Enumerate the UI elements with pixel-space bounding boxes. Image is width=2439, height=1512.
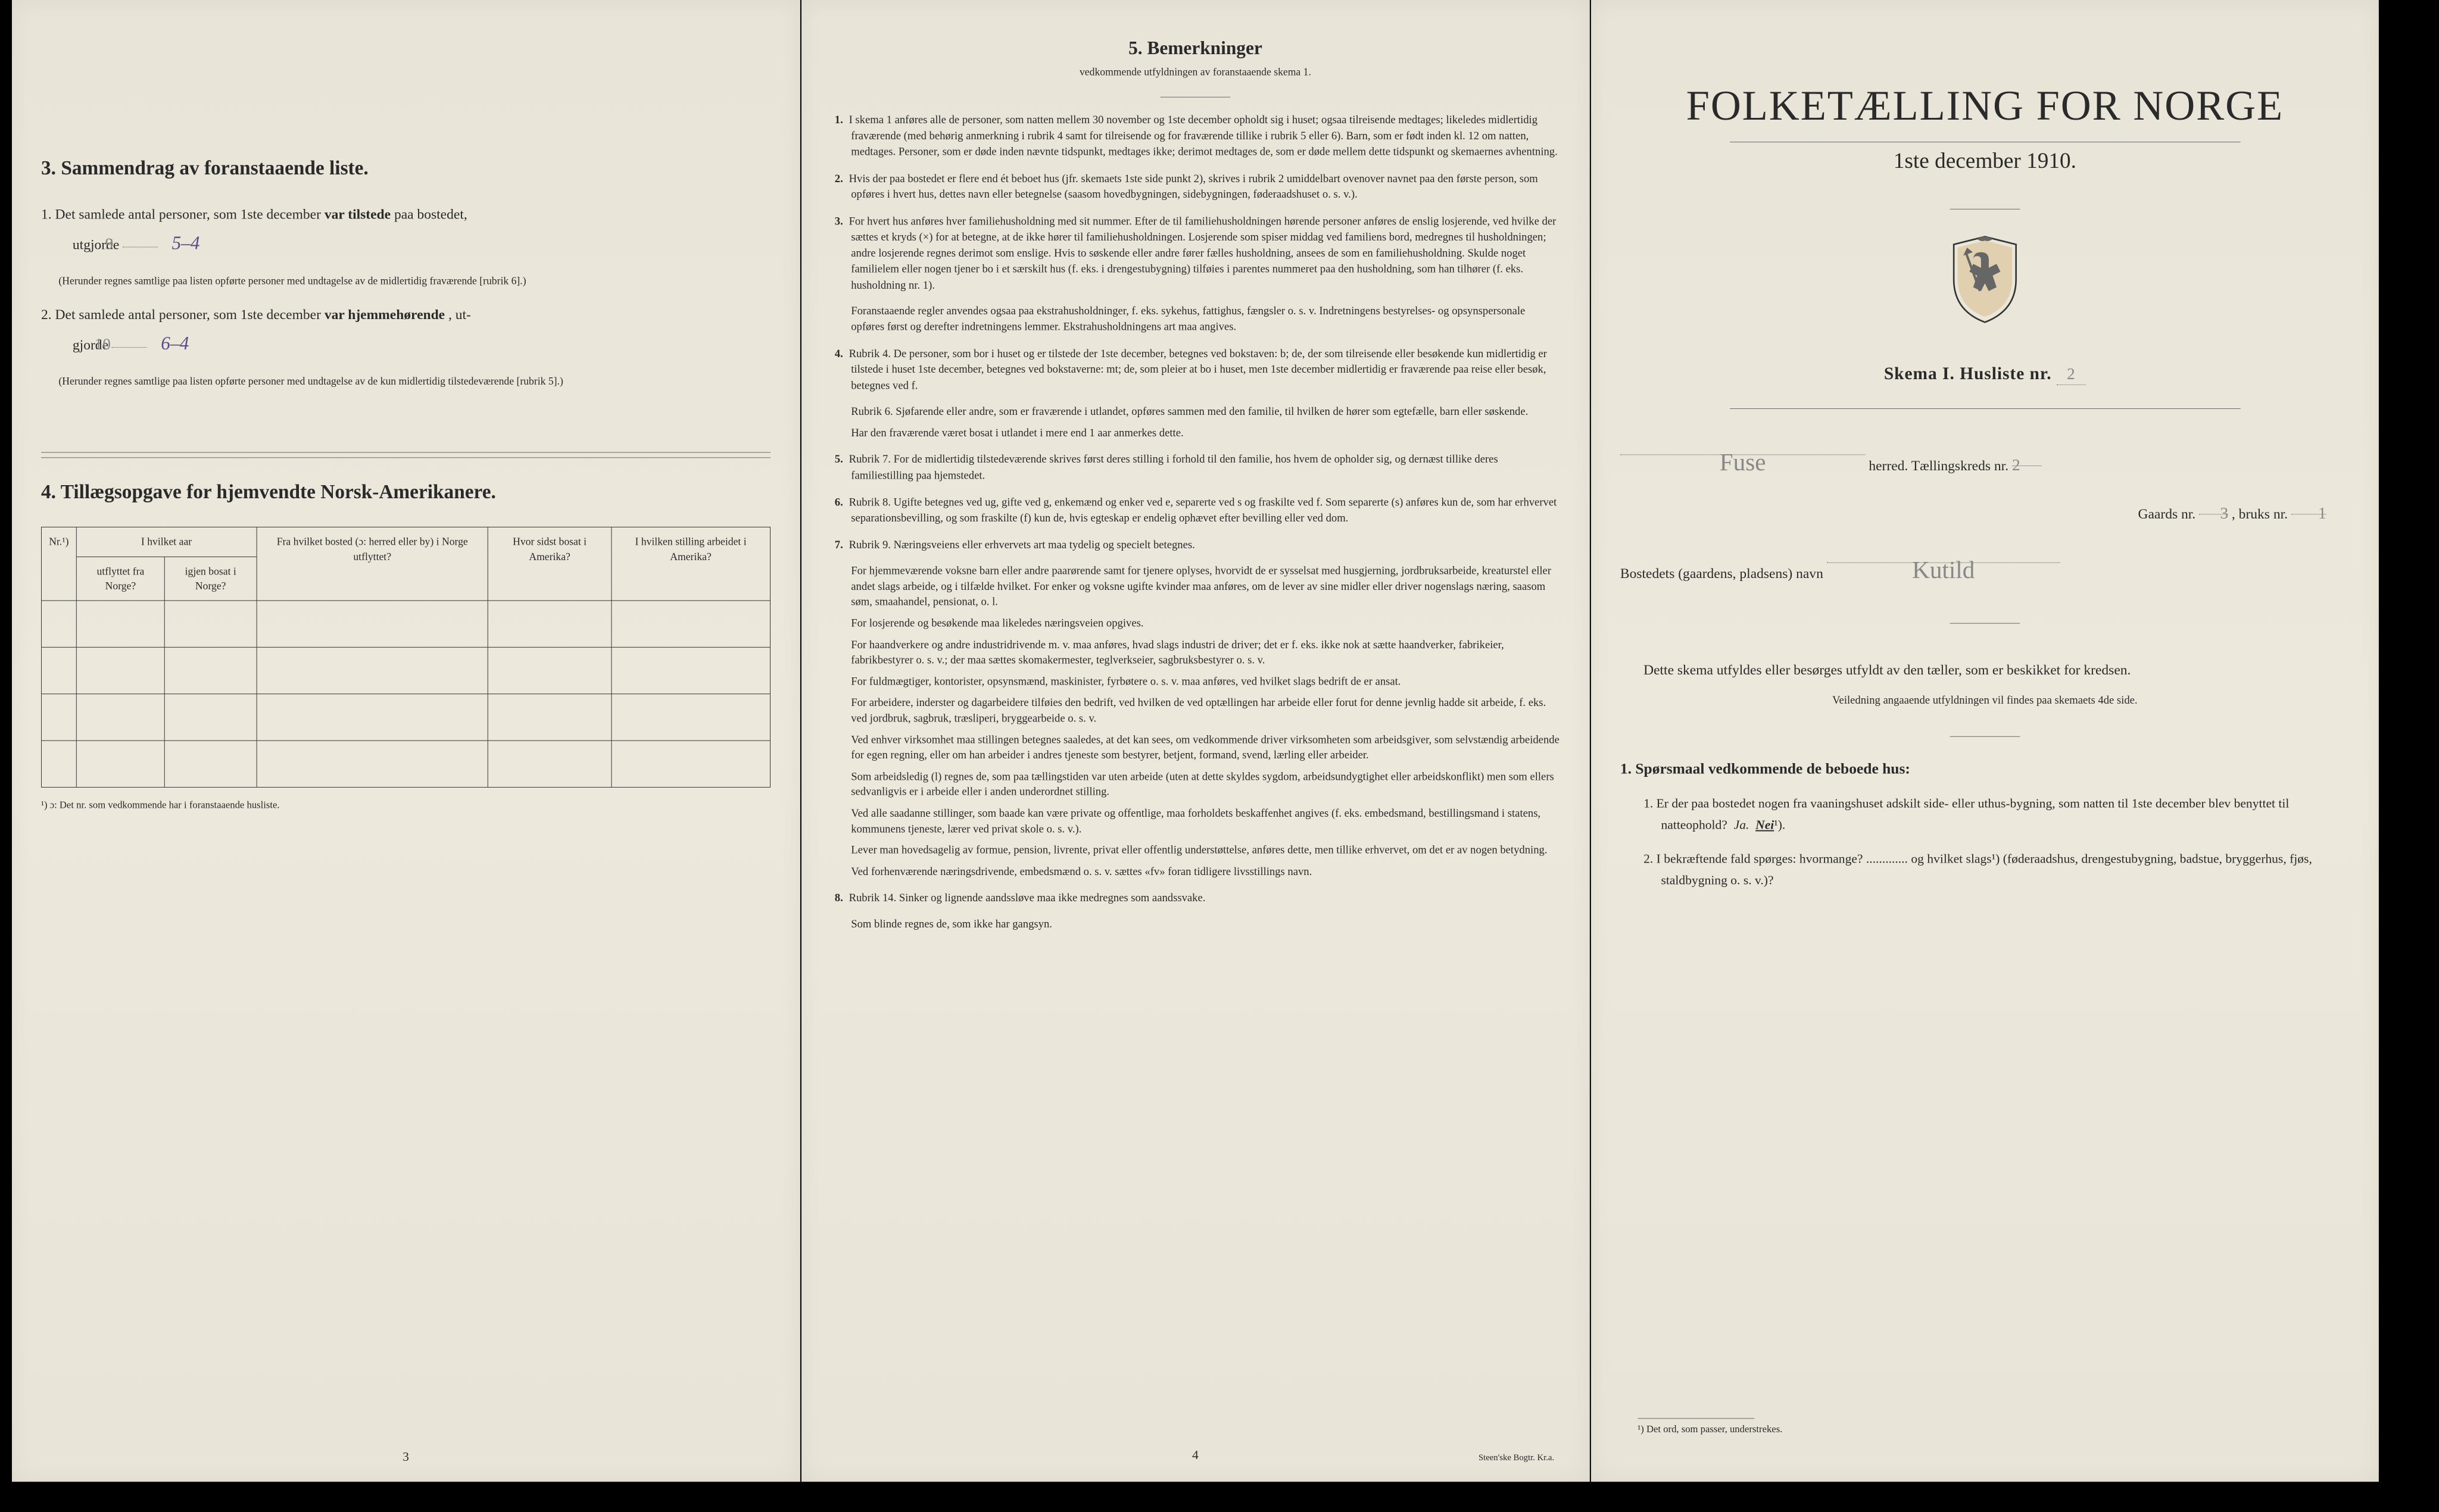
rules-list: 1.I skema 1 anføres alle de personer, so… bbox=[831, 112, 1560, 932]
section-5-subtitle: vedkommende utfyldningen av foranstaaend… bbox=[831, 65, 1560, 80]
table-row bbox=[41, 601, 770, 647]
rule-sub: Som arbeidsledig (l) regnes de, som paa … bbox=[831, 769, 1560, 800]
page-3: 3. Sammendrag av foranstaaende liste. 1.… bbox=[12, 0, 800, 1482]
rule-sub: Foranstaaende regler anvendes ogsaa paa … bbox=[831, 304, 1560, 335]
rule-sub: Ved forhenværende næringsdrivende, embed… bbox=[831, 864, 1560, 880]
intro-text: Dette skema utfyldes eller besørges utfy… bbox=[1620, 658, 2350, 682]
bosted-label: Bostedets (gaardens, pladsens) navn bbox=[1620, 567, 1823, 582]
item1-suffix: paa bostedet, bbox=[394, 207, 467, 222]
bosted-value: Kutild bbox=[1912, 557, 1975, 584]
herred-value: Fuse bbox=[1720, 449, 1766, 476]
coat-of-arms-icon bbox=[1620, 233, 2350, 329]
table-row bbox=[41, 694, 770, 741]
question-2: 2. I bekræftende fald spørges: hvormange… bbox=[1643, 848, 2350, 891]
rule-item: 7.Rubrik 9. Næringsveiens eller erhverve… bbox=[831, 537, 1560, 553]
husliste-nr: 2 bbox=[2067, 365, 2076, 383]
section-5-title: 5. Bemerkninger bbox=[831, 35, 1560, 61]
rule-sub: Som blinde regnes de, som ikke har gangs… bbox=[831, 917, 1560, 932]
skema-label: Skema I. Husliste nr. bbox=[1884, 364, 2052, 383]
rule-sub: Ved enhver virksomhet maa stillingen bet… bbox=[831, 732, 1560, 763]
rule-item: 3.For hvert hus anføres hver familiehush… bbox=[831, 213, 1560, 293]
rule-item: 5.Rubrik 7. For de midlertidig tilstedev… bbox=[831, 452, 1560, 484]
item2-pencil-value: 10 bbox=[94, 335, 110, 353]
item2-purple-value: 6–4 bbox=[161, 333, 189, 354]
rule-sub: For hjemmeværende voksne barn eller andr… bbox=[831, 564, 1560, 610]
rule-sub: For losjerende og besøkende maa likelede… bbox=[831, 616, 1560, 632]
page-cover: FOLKETÆLLING FOR NORGE 1ste december 191… bbox=[1591, 0, 2379, 1482]
sporsmaal-title: 1. Spørsmaal vedkommende de beboede hus: bbox=[1620, 760, 2350, 777]
th-utflyttet: utflyttet fra Norge? bbox=[76, 557, 164, 601]
rule-sub: Ved alle saadanne stillinger, som baade … bbox=[831, 806, 1560, 837]
table-row bbox=[41, 741, 770, 787]
rule-item: 4.Rubrik 4. De personer, som bor i huset… bbox=[831, 346, 1560, 394]
th-nr: Nr.¹) bbox=[41, 527, 76, 601]
q1-sup: ¹). bbox=[1774, 817, 1785, 832]
item1-pencil-value: 9 bbox=[105, 235, 114, 253]
bruks-nr: 1 bbox=[2318, 505, 2326, 523]
bosted-line: Bostedets (gaardens, pladsens) navn Kuti… bbox=[1620, 546, 2350, 588]
rule-sub: Rubrik 6. Sjøfarende eller andre, som er… bbox=[831, 404, 1560, 420]
gaards-label: Gaards nr. bbox=[2138, 507, 2195, 522]
item2-note: (Herunder regnes samtlige paa listen opf… bbox=[41, 374, 771, 389]
printer-note: Steen'ske Bogtr. Kr.a. bbox=[1479, 1452, 1554, 1464]
q1-ja: Ja. bbox=[1734, 817, 1749, 832]
bruks-label: , bruks nr. bbox=[2232, 507, 2288, 522]
skema-line: Skema I. Husliste nr. 2 bbox=[1620, 364, 2350, 385]
th-aar-group: I hvilket aar bbox=[76, 527, 257, 557]
section4-footnote: ¹) ɔ: Det nr. som vedkommende har i fora… bbox=[41, 799, 771, 811]
main-date: 1ste december 1910. bbox=[1620, 148, 2350, 174]
table-row bbox=[41, 647, 770, 693]
q1-nei-answer: Nei bbox=[1755, 817, 1774, 832]
item1-bold: var tilstede bbox=[325, 207, 391, 222]
section-3-title: 3. Sammendrag av foranstaaende liste. bbox=[41, 158, 771, 180]
herred-line: Fuse herred. Tællingskreds nr. 2 bbox=[1620, 438, 2350, 480]
item1-purple-value: 5–4 bbox=[172, 232, 200, 253]
gaards-nr: 3 bbox=[2220, 505, 2228, 523]
item1-prefix: 1. Det samlede antal personer, som 1ste … bbox=[41, 207, 321, 222]
tillaeg-tbody bbox=[41, 601, 770, 788]
item2-suffix: , ut- bbox=[448, 308, 471, 323]
th-stilling: I hvilken stilling arbeidet i Amerika? bbox=[612, 527, 771, 601]
rule-sub: For arbeidere, inderster og dagarbeidere… bbox=[831, 696, 1560, 727]
summary-item-2: 2. Det samlede antal personer, som 1ste … bbox=[41, 304, 771, 359]
herred-label: herred. Tællingskreds nr. bbox=[1869, 458, 2008, 473]
rule-item: 2.Hvis der paa bostedet er flere end ét … bbox=[831, 171, 1560, 203]
footnote-text: ¹) Det ord, som passer, understrekes. bbox=[1638, 1423, 1782, 1435]
rule-item: 1.I skema 1 anføres alle de personer, so… bbox=[831, 112, 1560, 160]
item1-note: (Herunder regnes samtlige paa listen opf… bbox=[41, 273, 771, 289]
document-spread: 3. Sammendrag av foranstaaende liste. 1.… bbox=[12, 0, 2379, 1482]
right-footnote: ¹) Det ord, som passer, understrekes. bbox=[1638, 1414, 1782, 1435]
rule-sub: For haandverkere og andre industridriven… bbox=[831, 638, 1560, 668]
page-4: 5. Bemerkninger vedkommende utfyldningen… bbox=[801, 0, 1590, 1482]
th-bosat: igjen bosat i Norge? bbox=[165, 557, 257, 601]
kreds-nr: 2 bbox=[2012, 456, 2020, 474]
summary-item-1: 1. Det samlede antal personer, som 1ste … bbox=[41, 203, 771, 258]
tillaeg-table: Nr.¹) I hvilket aar Fra hvilket bosted (… bbox=[41, 527, 771, 788]
gaards-line: Gaards nr. 3 , bruks nr. 1 bbox=[1620, 498, 2350, 529]
question-1: 1. Er der paa bostedet nogen fra vaaning… bbox=[1643, 792, 2350, 836]
veiledning-note: Veiledning angaaende utfyldningen vil fi… bbox=[1620, 694, 2350, 707]
page-number-3: 3 bbox=[403, 1449, 409, 1464]
page-number-4: 4 bbox=[1192, 1447, 1199, 1464]
item2-bold: var hjemmehørende bbox=[325, 308, 445, 323]
rule-item: 8.Rubrik 14. Sinker og lignende aandsslø… bbox=[831, 891, 1560, 907]
main-title: FOLKETÆLLING FOR NORGE bbox=[1620, 82, 2350, 130]
section-4-title: 4. Tillægsopgave for hjemvendte Norsk-Am… bbox=[41, 482, 771, 504]
item2-prefix: 2. Det samlede antal personer, som 1ste … bbox=[41, 308, 321, 323]
th-bosted: Fra hvilket bosted (ɔ: herred eller by) … bbox=[257, 527, 488, 601]
rule-sub: Har den fraværende været bosat i utlande… bbox=[831, 426, 1560, 441]
rule-sub: For fuldmægtiger, kontorister, opsynsmæn… bbox=[831, 674, 1560, 690]
rule-item: 6.Rubrik 8. Ugifte betegnes ved ug, gift… bbox=[831, 495, 1560, 527]
rule-sub: Lever man hovedsagelig av formue, pensio… bbox=[831, 843, 1560, 858]
th-amerika: Hvor sidst bosat i Amerika? bbox=[488, 527, 612, 601]
